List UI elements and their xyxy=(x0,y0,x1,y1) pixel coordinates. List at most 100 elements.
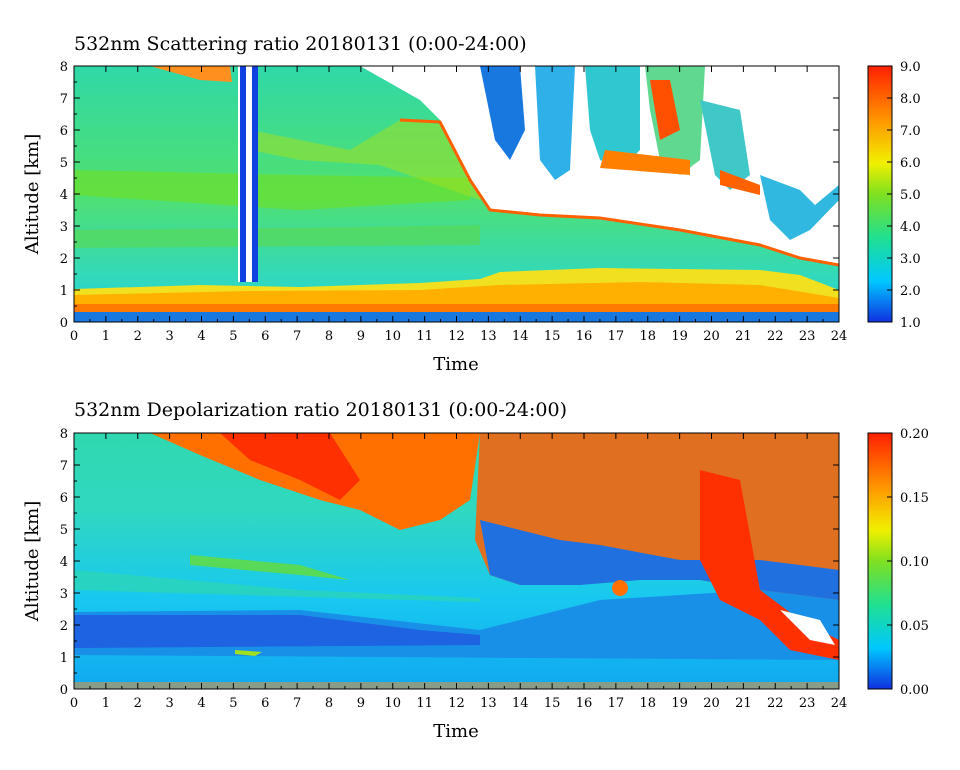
chart-title-depolarization: 532nm Depolarization ratio 20180131 (0:0… xyxy=(74,399,567,421)
x-tick-label: 12 xyxy=(448,696,465,711)
x-axis-label-scattering: Time xyxy=(433,354,478,375)
chart-title-scattering: 532nm Scattering ratio 20180131 (0:00-24… xyxy=(74,33,527,55)
depol-missing-patch xyxy=(780,610,835,645)
depolarization-colorbar-ticks: 0.00 0.05 0.10 0.15 0.20 xyxy=(887,427,929,698)
x-tick-label: 3 xyxy=(165,696,173,711)
y-axis-label-scattering: Altitude [km] xyxy=(22,134,43,256)
y-tick-label: 7 xyxy=(60,92,68,107)
x-tick-label: 13 xyxy=(480,696,497,711)
colorbar-tick-label: 3.0 xyxy=(900,252,921,267)
x-tick-label: 11 xyxy=(416,696,433,711)
x-tick-label: 10 xyxy=(384,329,401,344)
y-tick-label: 6 xyxy=(60,124,68,139)
colorbar-tick-label: 0.20 xyxy=(900,427,929,442)
y-tick-label: 0 xyxy=(60,683,68,698)
colorbar-tick-label: 0.10 xyxy=(900,555,929,570)
x-tick-label: 23 xyxy=(799,329,816,344)
x-tick-label: 0 xyxy=(70,696,78,711)
x-tick-label: 7 xyxy=(293,329,301,344)
y-tick-label: 0 xyxy=(60,316,68,331)
x-tick-label: 20 xyxy=(703,696,720,711)
colorbar-tick-label: 2.0 xyxy=(900,284,921,299)
x-tick-label: 14 xyxy=(512,696,529,711)
colorbar-tick-label: 0.05 xyxy=(900,619,929,634)
colorbar-tick-label: 4.0 xyxy=(900,220,921,235)
x-tick-label: 4 xyxy=(197,696,205,711)
x-tick-label: 13 xyxy=(480,329,497,344)
x-tick-label: 24 xyxy=(831,329,848,344)
x-tick-label: 7 xyxy=(293,696,301,711)
high-clouds xyxy=(480,66,839,240)
x-tick-label: 0 xyxy=(70,329,78,344)
x-tick-label: 21 xyxy=(735,696,752,711)
missing-data-edge-left xyxy=(240,66,246,282)
x-tick-label: 12 xyxy=(448,329,465,344)
x-tick-label: 5 xyxy=(229,329,237,344)
x-tick-label: 16 xyxy=(576,329,593,344)
y-tick-label: 6 xyxy=(60,491,68,506)
near-surface-band xyxy=(74,304,839,312)
depolarization-heatmap xyxy=(74,433,839,689)
colorbar-tick-label: 0.00 xyxy=(900,683,929,698)
colorbar-tick-label: 1.0 xyxy=(900,316,921,331)
x-tick-label: 15 xyxy=(544,696,561,711)
scattering-heatmap xyxy=(74,66,839,322)
scattering-axes: 0 1 2 3 4 5 6 7 8 9 10 11 12 13 14 15 16 17 18 19 20 21 22 23 24… xyxy=(60,60,848,344)
upper-left-cloud xyxy=(150,66,232,82)
missing-data-edge-right xyxy=(252,66,258,282)
x-tick-label: 22 xyxy=(767,329,784,344)
aerosol-layer-4km-depol xyxy=(190,555,350,580)
y-tick-label: 2 xyxy=(60,619,68,634)
x-tick-label: 10 xyxy=(384,696,401,711)
x-tick-label: 2 xyxy=(134,696,142,711)
x-tick-label: 19 xyxy=(671,696,688,711)
x-tick-label: 18 xyxy=(639,696,656,711)
x-tick-label: 14 xyxy=(512,329,529,344)
x-tick-label: 23 xyxy=(799,696,816,711)
x-tick-label: 4 xyxy=(197,329,205,344)
x-tick-label: 19 xyxy=(671,329,688,344)
depolarization-ratio-panel: 532nm Depolarization ratio 20180131 (0:0… xyxy=(22,399,929,742)
peak-depol-region xyxy=(220,433,360,500)
y-tick-label: 8 xyxy=(60,60,68,75)
y-tick-label: 5 xyxy=(60,156,68,171)
x-tick-label: 1 xyxy=(102,329,110,344)
x-tick-label: 20 xyxy=(703,329,720,344)
y-tick-label: 1 xyxy=(60,284,68,299)
x-tick-label: 17 xyxy=(608,696,625,711)
y-tick-label: 3 xyxy=(60,587,68,602)
scattering-ratio-panel: 532nm Scattering ratio 20180131 (0:00-24… xyxy=(22,33,921,375)
x-tick-label: 16 xyxy=(576,696,593,711)
colorbar-tick-label: 6.0 xyxy=(900,156,921,171)
x-tick-label: 8 xyxy=(325,696,333,711)
y-tick-label: 3 xyxy=(60,220,68,235)
x-tick-label: 11 xyxy=(416,329,433,344)
very-low-depol-layer xyxy=(74,615,480,648)
y-tick-label: 2 xyxy=(60,252,68,267)
aerosol-blip xyxy=(235,650,262,656)
x-tick-label: 15 xyxy=(544,329,561,344)
x-tick-label: 2 xyxy=(134,329,142,344)
isolated-depol-patch xyxy=(612,580,628,596)
x-tick-label: 1 xyxy=(102,696,110,711)
x-tick-label: 8 xyxy=(325,329,333,344)
x-tick-label: 9 xyxy=(357,329,365,344)
x-tick-label: 6 xyxy=(261,329,269,344)
y-tick-label: 1 xyxy=(60,651,68,666)
x-tick-label: 17 xyxy=(608,329,625,344)
scattering-colorbar-ticks: 1.0 2.0 3.0 4.0 5.0 6.0 7.0 8.0 9.0 xyxy=(887,60,921,331)
x-tick-label: 5 xyxy=(229,696,237,711)
y-tick-label: 4 xyxy=(60,555,68,570)
descending-high-depol xyxy=(700,470,839,660)
colorbar-tick-label: 8.0 xyxy=(900,92,921,107)
x-tick-label: 3 xyxy=(165,329,173,344)
colorbar-tick-label: 5.0 xyxy=(900,188,921,203)
x-tick-label: 21 xyxy=(735,329,752,344)
colorbar-tick-label: 7.0 xyxy=(900,124,921,139)
aerosol-layer-2km xyxy=(74,225,480,248)
x-tick-label: 18 xyxy=(639,329,656,344)
y-tick-label: 8 xyxy=(60,427,68,442)
y-tick-label: 5 xyxy=(60,523,68,538)
x-tick-label: 9 xyxy=(357,696,365,711)
